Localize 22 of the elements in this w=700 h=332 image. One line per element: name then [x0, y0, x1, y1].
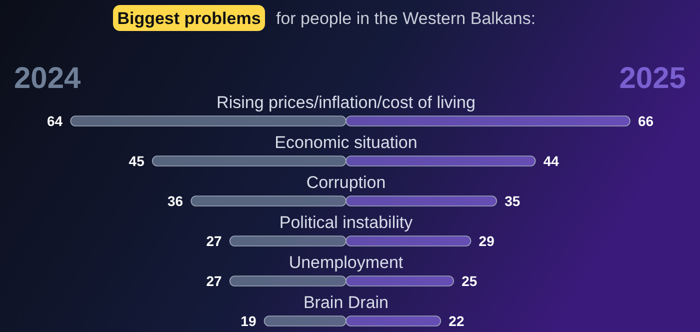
data-label: 44	[543, 153, 560, 169]
data-label: 45	[128, 153, 145, 169]
y-tick-label: Economic situation	[274, 133, 418, 152]
data-label: 25	[462, 273, 478, 289]
y-tick-label: Corruption	[306, 173, 386, 192]
data-label: 27	[206, 273, 222, 289]
series-label: 2024	[14, 62, 82, 95]
data-label: 27	[206, 233, 222, 249]
y-tick-label: Brain Drain	[303, 293, 389, 312]
data-label: 29	[478, 233, 495, 249]
y-tick-label: Rising prices/inflation/cost of living	[216, 93, 476, 112]
data-label: 64	[47, 113, 63, 129]
y-tick-label: Political instability	[279, 213, 414, 232]
data-label: 35	[504, 193, 520, 209]
chart-title: Biggest problems	[117, 9, 261, 28]
data-label: 66	[638, 113, 654, 129]
series-label: 2025	[619, 62, 686, 95]
data-label: 19	[240, 313, 256, 329]
text: for people in the Western Balkans:	[276, 9, 536, 28]
data-label: 36	[168, 193, 184, 209]
y-tick-label: Unemployment	[288, 253, 404, 272]
data-label: 22	[448, 313, 464, 329]
